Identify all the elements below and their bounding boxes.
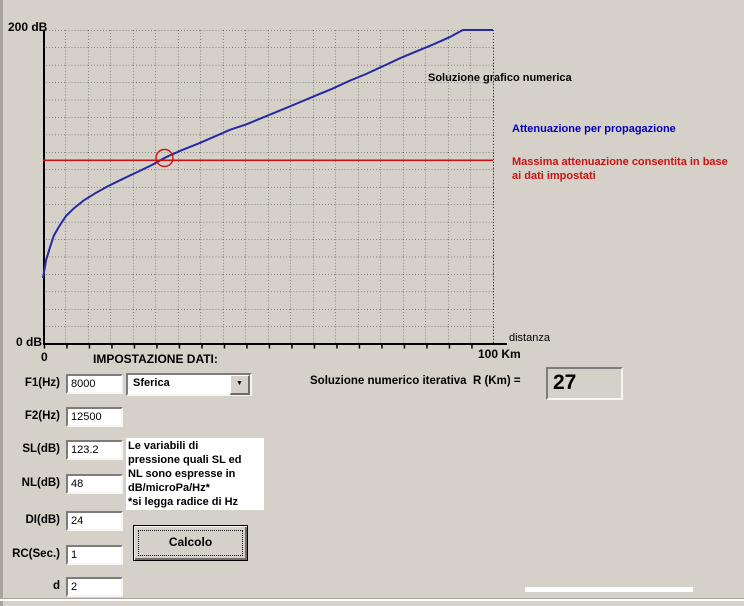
field-label-nl: NL(dB) [21, 477, 60, 489]
x-origin-label: 0 [41, 350, 48, 364]
attenuation-chart [42, 29, 507, 349]
calcolo-button[interactable]: Calcolo [133, 525, 248, 561]
note-line: pressione quali SL ed [128, 454, 242, 466]
white-strip-decoration [525, 587, 693, 592]
input-sl[interactable] [66, 440, 123, 460]
y-min-label: 0 dB [16, 335, 43, 349]
legend-propagation: Attenuazione per propagazione [512, 123, 676, 135]
bottom-divider [0, 598, 744, 601]
calcolo-button-label: Calcolo [168, 535, 213, 549]
window-left-edge [0, 0, 3, 606]
solution-value-box[interactable]: 27 [546, 367, 623, 400]
legend-max-attenuation: Massima attenuazione consentita in base … [512, 156, 728, 182]
field-label-rc: RC(Sec.) [12, 548, 60, 560]
chart-grid [43, 30, 494, 345]
note-line: NL sono espresse in [128, 468, 236, 480]
input-d[interactable] [66, 577, 123, 597]
field-label-f2: F2(Hz) [24, 410, 60, 422]
x-axis-label: distanza [509, 332, 550, 344]
y-max-label: 200 dB [8, 20, 48, 34]
field-label-di: DI(dB) [25, 514, 61, 526]
x-max-label: 100 Km [478, 347, 521, 361]
note-line: dB/microPa/Hz* [128, 482, 210, 494]
field-label-d: d [52, 580, 60, 592]
propagation-curve [42, 29, 493, 279]
solution-marker-circle [155, 148, 174, 168]
input-rc[interactable] [66, 545, 123, 565]
note-box: Le variabili di pressione quali SL ed NL… [126, 438, 264, 510]
note-line: *si legga radice di Hz [128, 496, 239, 508]
chart-title: Soluzione grafico numerica [428, 72, 572, 84]
geometry-combobox[interactable]: Sferica ▼ [126, 373, 252, 396]
chevron-down-icon[interactable]: ▼ [230, 375, 250, 395]
solution-label: Soluzione numerico iterativa R (Km) = [310, 375, 521, 387]
chart-axes [43, 30, 507, 345]
input-f1[interactable] [66, 374, 123, 394]
input-f2[interactable] [66, 407, 123, 427]
form-heading: IMPOSTAZIONE DATI: [93, 352, 218, 366]
field-label-sl: SL(dB) [22, 443, 60, 455]
input-nl[interactable] [66, 474, 123, 494]
input-di[interactable] [66, 511, 123, 531]
note-line: Le variabili di [128, 440, 199, 452]
field-label-f1: F1(Hz) [24, 377, 60, 389]
combobox-value: Sferica [133, 377, 170, 389]
focus-rectangle [138, 530, 243, 556]
